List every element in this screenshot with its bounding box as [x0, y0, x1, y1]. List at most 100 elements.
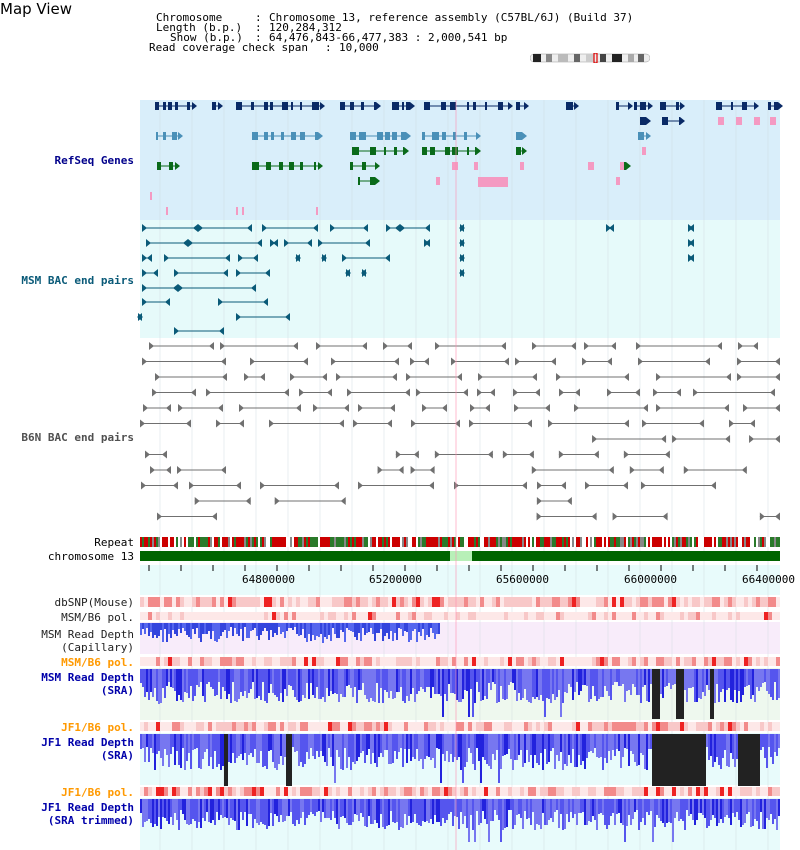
pol-cell [700, 597, 704, 607]
track-label-msm-depth-cap-sub[interactable]: (Capillary) [61, 641, 134, 654]
track-label-msm-depth-cap[interactable]: MSM Read Depth [41, 628, 134, 641]
pol-cell [332, 787, 336, 796]
depth-bar [430, 734, 432, 760]
pol-cell [676, 612, 680, 620]
pol-cell [668, 787, 672, 796]
pol-cell [408, 597, 412, 607]
depth-bar [190, 623, 192, 639]
depth-bar [374, 734, 376, 763]
depth-bar [282, 734, 284, 765]
gene-green-exon [403, 147, 404, 155]
depth-bar [588, 799, 590, 821]
track-label-refseq[interactable]: RefSeq Genes [54, 154, 134, 167]
repeat-block [342, 537, 344, 547]
depth-bar [292, 734, 294, 747]
pol-cell [588, 597, 592, 607]
gene-green-arrow [318, 162, 323, 170]
gene-pink [236, 207, 238, 215]
repeat-block [538, 537, 540, 547]
msm-bac-pair-end [146, 239, 151, 247]
depth-bar [636, 669, 638, 695]
track-label-jf1-depth-trim[interactable]: JF1 Read Depth [41, 801, 134, 814]
pol-cell [280, 597, 284, 607]
pol-cell [652, 787, 656, 796]
depth-bar [562, 669, 564, 703]
b6n-bac-pair-end [274, 497, 280, 505]
track-label-jf1-depth-sra[interactable]: JF1 Read Depth [41, 736, 134, 749]
depth-bar [658, 734, 660, 786]
track-label-b6n-bac[interactable]: B6N BAC end pairs [21, 431, 134, 444]
pol-cell [704, 612, 708, 620]
repeat-block [438, 537, 440, 547]
b6n-bac-pair-end [141, 481, 146, 490]
repeat-block [760, 537, 762, 547]
depth-bar [146, 669, 148, 692]
track-label-jf1-depth-trim-sub[interactable]: (SRA trimmed) [47, 814, 134, 827]
b6n-bac-pair-end [394, 357, 399, 366]
depth-bar [248, 669, 250, 693]
repeat-block [214, 537, 216, 547]
pol-cell [380, 612, 384, 620]
track-label-repeat[interactable]: Repeat [94, 536, 134, 549]
repeat-block [630, 537, 632, 547]
depth-bar [528, 734, 530, 762]
pol-cell [420, 722, 424, 731]
depth-bar [164, 799, 166, 818]
repeat-block [490, 537, 492, 547]
pol-cell [532, 597, 536, 607]
pol-cell [216, 612, 220, 620]
pol-cell [188, 722, 192, 731]
b6n-bac-pair-end [411, 419, 416, 428]
track-label-msm-depth-sra-sub[interactable]: (SRA) [100, 684, 134, 697]
chromosome-label: Chromosome [156, 11, 223, 24]
depth-bar [646, 799, 648, 812]
depth-bar [274, 669, 276, 695]
pol-cell [196, 597, 200, 607]
track-label-dbsnp[interactable]: dbSNP(Mouse) [54, 596, 134, 609]
depth-bar [280, 669, 282, 693]
repeat-block [152, 537, 154, 547]
track-label-jf1-b6-pol-1[interactable]: JF1/B6 pol. [61, 721, 134, 734]
depth-bar [316, 734, 318, 751]
pol-cell [760, 722, 764, 731]
track-label-chromosome[interactable]: chromosome 13 [47, 550, 134, 563]
depth-bar [148, 669, 150, 700]
depth-bar [356, 669, 358, 703]
depth-bar [302, 734, 304, 767]
pol-cell [172, 597, 176, 607]
depth-bar [386, 734, 388, 750]
track-label-jf1-depth-sra-sub[interactable]: (SRA) [100, 749, 134, 762]
track-label-msm-b6-pol-1[interactable]: MSM/B6 pol. [61, 611, 134, 624]
depth-bar [484, 799, 486, 819]
pol-cell [412, 597, 416, 607]
repeat-block [410, 537, 412, 547]
track-label-msm-b6-pol-2[interactable]: MSM/B6 pol. [61, 656, 134, 669]
pol-cell [472, 787, 476, 796]
track-label-msm-depth-sra[interactable]: MSM Read Depth [41, 671, 134, 684]
depth-bar [708, 669, 710, 690]
depth-bar [362, 669, 364, 683]
repeat-block [368, 537, 370, 547]
track-label-msm-bac[interactable]: MSM BAC end pairs [21, 274, 134, 287]
depth-bar [420, 623, 422, 636]
track-label-jf1-b6-pol-2[interactable]: JF1/B6 pol. [61, 786, 134, 799]
repeat-block [704, 537, 706, 547]
b6n-bac-pair-end [383, 342, 388, 350]
depth-bar [396, 623, 398, 640]
pol-cell [480, 657, 484, 666]
gene-navy-exon [270, 102, 273, 110]
depth-bar [380, 799, 382, 814]
pol-cell [332, 657, 336, 666]
msm-bac-pair-end [385, 254, 390, 262]
repeat-block [544, 537, 546, 547]
pol-cell [724, 657, 728, 666]
chromosome-ideogram-icon[interactable] [530, 53, 650, 63]
b6n-bac-pair-end [548, 419, 553, 428]
pol-cell [352, 597, 356, 607]
repeat-block [478, 537, 480, 547]
msm-bac-pair-end [363, 224, 368, 232]
pol-cell [744, 787, 748, 796]
gene-navy-exon [679, 117, 680, 125]
repeat-block [648, 537, 650, 547]
